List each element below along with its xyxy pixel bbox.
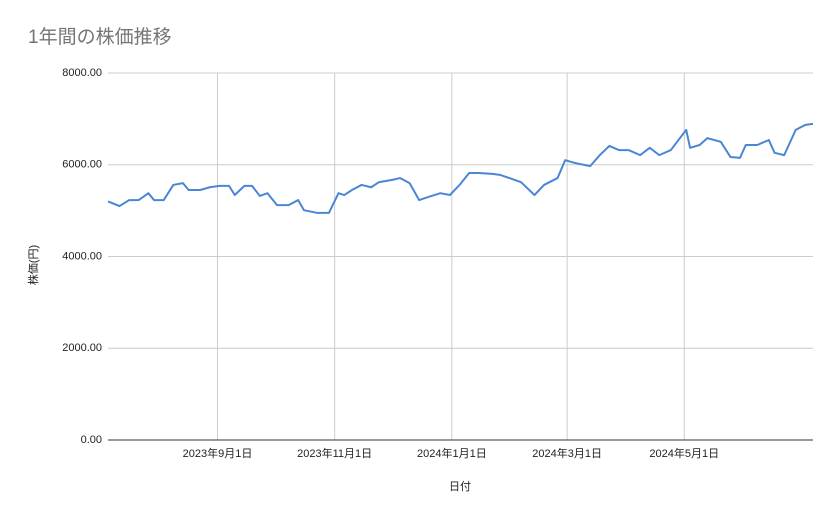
x-tick-label: 2023年11月1日 — [297, 446, 372, 460]
x-tick-label: 2023年9月1日 — [183, 446, 253, 460]
y-tick-label: 4000.00 — [62, 250, 102, 262]
y-tick-label: 0.00 — [81, 434, 102, 446]
y-tick-label: 8000.00 — [62, 67, 102, 79]
line-series — [107, 122, 814, 214]
y-tick-label: 6000.00 — [62, 159, 102, 171]
y-axis-label: 株価(円) — [26, 245, 40, 285]
x-tick-label: 2024年5月1日 — [649, 446, 719, 460]
y-tick-label: 2000.00 — [62, 342, 102, 354]
chart-title: 1年間の株価推移 — [28, 26, 172, 48]
x-axis-label: 日付 — [449, 480, 471, 493]
x-tick-label: 2024年1月1日 — [417, 446, 487, 460]
x-tick-label: 2024年3月1日 — [532, 446, 602, 460]
